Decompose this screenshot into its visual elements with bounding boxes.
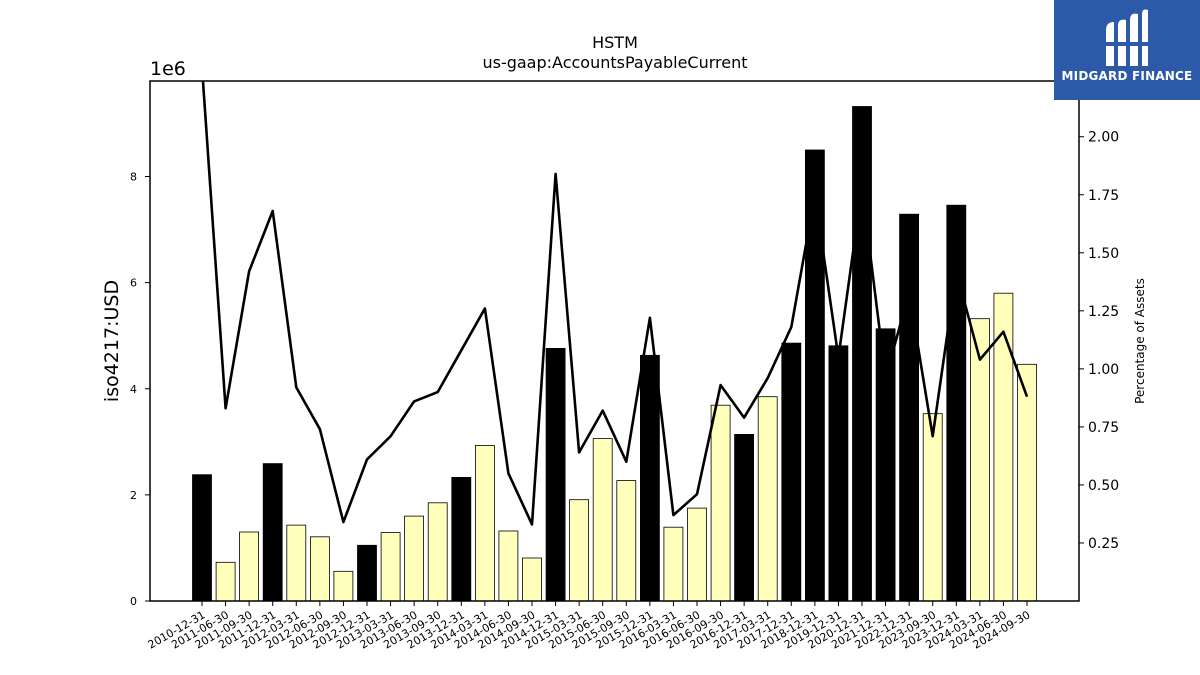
y2-tick-label: 0.50 [1088,478,1119,494]
y-scale-label: 1e6 [150,58,186,80]
y2-tick-label: 1.75 [1088,188,1119,204]
bar-2012-06-30 [309,536,330,602]
midgard-m-logo-icon [1106,9,1148,67]
bar-2015-09-30 [616,480,637,602]
bar-2015-12-31 [640,354,660,602]
bar-2023-09-30 [922,413,943,602]
y2-tick-label: 2.00 [1088,130,1119,146]
bar-2015-06-30 [592,438,613,602]
bar-2024-03-31 [970,318,990,602]
bar-2012-03-31 [286,524,307,602]
bar-2012-09-30 [333,570,354,602]
bar-2013-12-31 [451,476,472,602]
bar-2016-12-31 [734,433,754,602]
y-tick-label: 2 [130,489,137,502]
y2-tick-label: 1.00 [1088,362,1119,378]
y-tick-label: 4 [130,383,137,396]
bar-2011-12-31 [262,463,283,602]
y-tick-label: 8 [130,171,137,184]
bar-2018-12-31 [805,149,825,602]
bar-2016-09-30 [710,404,731,602]
bar-2024-09-30 [1017,363,1037,602]
bar-2020-12-31 [852,106,872,602]
bar-2016-03-31 [663,526,684,602]
bar-2022-12-31 [899,213,919,602]
y2-axis-label: Percentage of Assets [1133,278,1147,404]
bar-2013-09-30 [427,502,448,602]
bar-2015-03-31 [569,499,589,602]
bar-2014-12-31 [545,347,566,602]
y-tick-label: 0 [130,595,137,608]
y2-tick-label: 1.50 [1088,246,1119,262]
y2-tick-label: 1.25 [1088,304,1119,320]
y-axis-label: iso4217:USD [101,280,123,402]
bar-2017-12-31 [781,342,802,602]
plot-area: 024680.250.500.751.001.251.501.752.00201… [130,81,1119,652]
bar-2014-06-30 [498,530,519,602]
y2-tick-label: 0.75 [1088,420,1119,436]
bar-2011-09-30 [239,531,260,602]
y2-tick-label: 0.25 [1088,536,1119,552]
plot-frame [149,80,1080,602]
bar-2016-06-30 [687,507,707,602]
bar-2017-03-31 [757,396,778,602]
bar-2023-12-31 [946,204,967,602]
bar-2011-06-30 [215,561,236,602]
y-tick-label: 6 [130,277,137,290]
bar-2013-03-31 [380,532,401,602]
midgard-finance-logo: MIDGARD FINANCE [1054,0,1200,100]
chart-subtitle: us-gaap:AccountsPayableCurrent [482,53,747,72]
bar-2013-06-30 [404,515,425,602]
bar-2019-12-31 [828,345,849,602]
bar-2014-03-31 [474,445,495,602]
logo-text: MIDGARD FINANCE [1061,69,1193,83]
percentage-of-assets-line [201,81,1029,526]
chart-title: HSTM [592,33,638,52]
bar-2012-12-31 [357,544,377,602]
bar-2014-09-30 [522,557,542,602]
bar-2010-12-31 [192,474,212,602]
